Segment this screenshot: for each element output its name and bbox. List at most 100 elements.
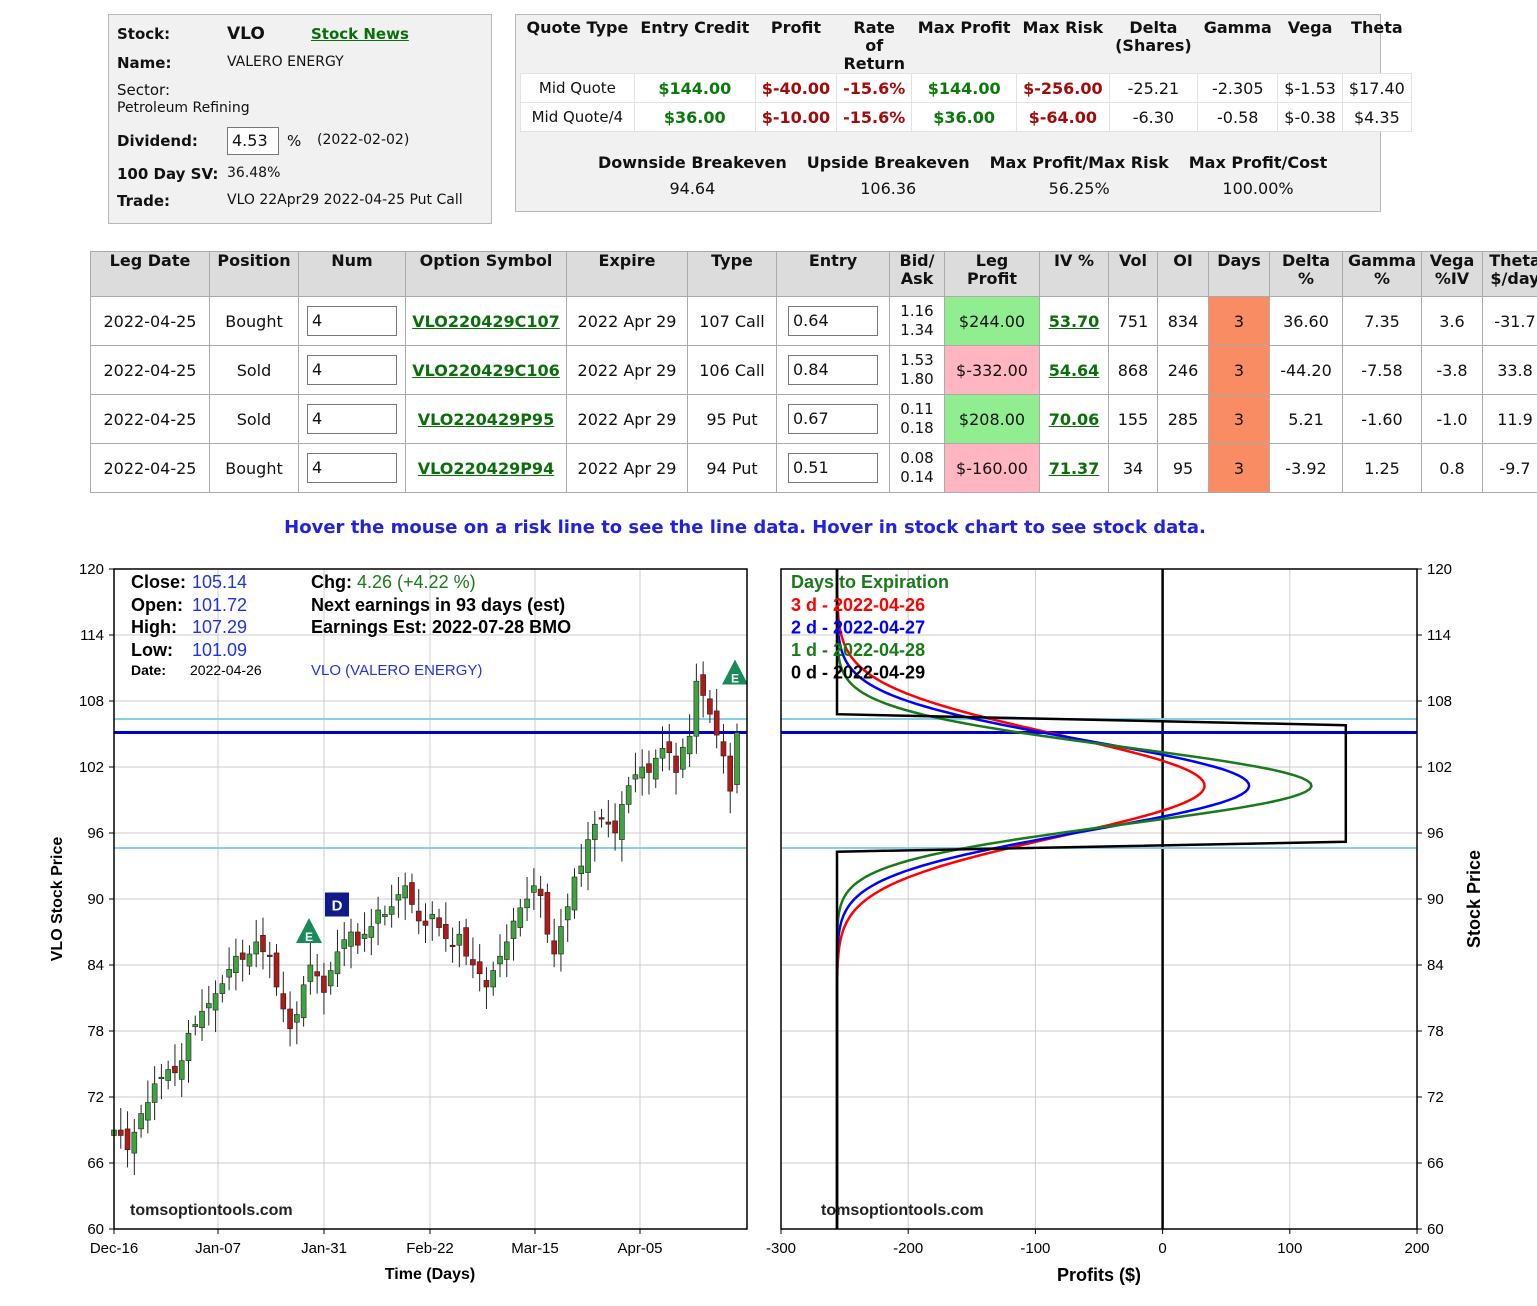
dividend-marker[interactable] — [325, 892, 349, 917]
candle-body[interactable] — [300, 984, 307, 1019]
candle-body[interactable] — [361, 933, 368, 939]
candle-body[interactable] — [273, 952, 280, 988]
candle-body[interactable] — [212, 993, 219, 1011]
candle-body[interactable] — [531, 885, 537, 893]
candle-body[interactable] — [117, 1129, 124, 1136]
candle-body[interactable] — [327, 970, 334, 987]
stock-price-chart[interactable]: Dec-16 Jan-07 Jan-31 Feb-22 Mar-15 Apr-05 60 66… — [49, 561, 748, 1283]
candle-body[interactable] — [266, 954, 273, 957]
candle-body[interactable] — [334, 951, 341, 975]
candle-body[interactable] — [720, 741, 727, 757]
candle-body[interactable] — [544, 892, 551, 935]
candle-body[interactable] — [510, 920, 517, 939]
candle-body[interactable] — [239, 952, 246, 960]
option-symbol-link[interactable]: VLO220429C107 — [412, 311, 560, 331]
candle-body[interactable] — [354, 931, 361, 946]
leg-num-input[interactable]: 4 — [307, 453, 397, 483]
risk-profile-chart[interactable]: -300 -200 -100 0 100 200 60 66 72 78 84 90 96 102 108 1… — [766, 561, 1484, 1285]
candle-body[interactable] — [307, 964, 314, 982]
candle-body[interactable] — [321, 975, 327, 993]
candle-body[interactable] — [646, 763, 652, 773]
candle-body[interactable] — [585, 839, 591, 873]
candle-body[interactable] — [707, 698, 713, 715]
candle-body[interactable] — [436, 917, 442, 928]
candle-body[interactable] — [659, 748, 666, 759]
leg-num-input[interactable]: 4 — [307, 355, 397, 385]
candle-body[interactable] — [158, 1076, 165, 1080]
candle-body[interactable] — [151, 1083, 158, 1103]
option-symbol-link[interactable]: VLO220429P95 — [417, 409, 555, 429]
candle-body[interactable] — [639, 766, 645, 779]
candle-body[interactable] — [591, 823, 598, 840]
leg-iv-link[interactable]: 70.06 — [1048, 409, 1100, 429]
candle-body[interactable] — [680, 746, 686, 770]
candle-body[interactable] — [700, 674, 706, 696]
candle-body[interactable] — [429, 914, 436, 920]
leg-iv-link[interactable]: 54.64 — [1048, 360, 1100, 380]
candle-body[interactable] — [388, 906, 395, 915]
candle-body[interactable] — [395, 894, 402, 901]
candle-body[interactable] — [524, 898, 530, 909]
candle-body[interactable] — [727, 755, 734, 792]
candle-body[interactable] — [341, 939, 348, 949]
candle-body[interactable] — [666, 741, 673, 753]
candle-body[interactable] — [619, 804, 625, 840]
option-symbol-link[interactable]: VLO220429C106 — [412, 360, 560, 380]
candle-body[interactable] — [280, 993, 287, 1010]
candle-body[interactable] — [375, 909, 381, 924]
candle-body[interactable] — [673, 755, 679, 773]
candle-body[interactable] — [415, 910, 422, 922]
candle-body[interactable] — [219, 983, 226, 994]
candle-body[interactable] — [124, 1128, 131, 1151]
candle-body[interactable] — [551, 940, 557, 955]
earnings-marker[interactable] — [722, 659, 748, 685]
risk-line-3[interactable] — [835, 569, 1348, 1229]
candle-body[interactable] — [578, 865, 585, 874]
candle-body[interactable] — [233, 955, 239, 974]
leg-entry-input[interactable]: 0.67 — [788, 404, 878, 434]
candle-body[interactable] — [368, 926, 375, 938]
candle-body[interactable] — [172, 1065, 178, 1074]
leg-num-input[interactable]: 4 — [307, 404, 397, 434]
candle-body[interactable] — [422, 920, 429, 926]
candle-body[interactable] — [206, 1003, 212, 1009]
earnings-marker[interactable] — [296, 918, 322, 943]
candle-body[interactable] — [287, 1008, 293, 1030]
candle-body[interactable] — [558, 926, 564, 955]
candle-body[interactable] — [571, 876, 578, 911]
candle-body[interactable] — [463, 927, 469, 957]
candle-body[interactable] — [652, 757, 659, 780]
candle-body[interactable] — [456, 933, 463, 946]
candle-body[interactable] — [185, 1032, 192, 1062]
option-symbol-link[interactable]: VLO220429P94 — [417, 458, 555, 478]
candle-body[interactable] — [632, 774, 639, 780]
candle-body[interactable] — [470, 959, 476, 966]
candle-body[interactable] — [443, 923, 449, 939]
candle-body[interactable] — [178, 1060, 185, 1080]
candle-body[interactable] — [294, 1014, 300, 1023]
leg-entry-input[interactable]: 0.84 — [788, 355, 878, 385]
candle-body[interactable] — [409, 882, 415, 905]
leg-entry-input[interactable]: 0.64 — [788, 306, 878, 336]
candle-body[interactable] — [131, 1131, 138, 1154]
candle-body[interactable] — [145, 1102, 151, 1121]
candle-body[interactable] — [192, 1024, 199, 1027]
candle-body[interactable] — [625, 785, 632, 805]
candle-body[interactable] — [605, 821, 612, 825]
candle-body[interactable] — [686, 735, 693, 755]
candle-body[interactable] — [246, 953, 253, 967]
candle-body[interactable] — [314, 971, 320, 977]
leg-entry-input[interactable]: 0.51 — [788, 453, 878, 483]
leg-iv-link[interactable]: 53.70 — [1048, 311, 1100, 331]
leg-num-input[interactable]: 4 — [307, 306, 397, 336]
candle-body[interactable] — [449, 944, 456, 948]
leg-iv-link[interactable]: 71.37 — [1048, 458, 1100, 478]
dividend-input[interactable]: 4.53 — [227, 127, 279, 155]
candle-body[interactable] — [497, 955, 503, 965]
candle-body[interactable] — [537, 888, 544, 897]
candle-body[interactable] — [402, 885, 408, 899]
candle-body[interactable] — [382, 914, 388, 917]
stock-news-link[interactable]: Stock News — [311, 25, 409, 43]
candle-body[interactable] — [612, 820, 618, 834]
candle-body[interactable] — [348, 931, 354, 947]
